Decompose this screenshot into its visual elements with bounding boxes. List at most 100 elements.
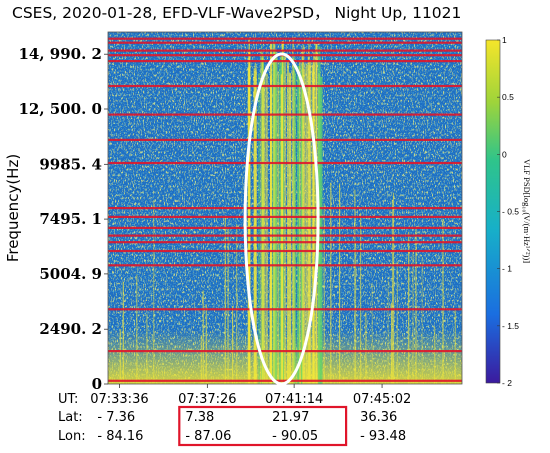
emission-streak — [434, 326, 436, 384]
lat-row-label: Lat: — [58, 410, 83, 425]
emission-streak — [262, 75, 265, 384]
emission-streak — [330, 183, 332, 384]
emission-streak — [408, 231, 410, 384]
emission-streak — [122, 281, 124, 384]
colorbar-tick-label: 0.5 — [502, 92, 514, 102]
lon-value: - 87.06 — [185, 429, 231, 444]
interference-line — [108, 379, 462, 382]
emission-streak — [292, 57, 296, 384]
emission-streak — [396, 261, 398, 384]
y-tick-label: 7495. 1 — [39, 210, 102, 228]
emission-streak — [227, 227, 229, 384]
interference-line — [108, 60, 462, 63]
interference-line — [108, 113, 462, 116]
emission-streak — [421, 257, 423, 384]
emission-streak — [253, 68, 256, 384]
lat-value: 36.36 — [360, 410, 397, 425]
y-tick-label: 14, 990. 2 — [18, 45, 102, 63]
emission-streak — [319, 76, 323, 384]
emission-streak — [307, 65, 311, 384]
emission-streak — [200, 335, 202, 384]
y-tick-label: 0 — [92, 375, 102, 393]
interference-line — [108, 234, 462, 237]
interference-line — [108, 350, 462, 353]
colorbar-ticks: 1 0.5 0 - 0.5 - 1 - 1.5 - 2 — [497, 35, 519, 388]
emission-streak — [254, 74, 256, 384]
colorbar-tick-label: - 2 — [502, 378, 512, 388]
emission-streak — [392, 192, 395, 384]
colorbar-tick-label: 1 — [502, 35, 507, 45]
emission-streak — [301, 56, 304, 384]
x-axis: 07:33:36 - 7.36 - 84.16 07:37:26 7.38 - 87.06… — [90, 384, 411, 444]
colorbar-label: VLF PSD[log₁₀(V/(m·Hz¹ᐟ²))] — [522, 159, 532, 263]
y-tick-label: 2490. 2 — [39, 320, 102, 338]
emission-streak — [248, 37, 250, 384]
y-axis-label: Frequency(Hz) — [4, 154, 22, 262]
emission-streak — [391, 199, 394, 384]
chart-title: CSES, 2020-01-28, EFD-VLF-Wave2PSD， Nigh… — [12, 4, 461, 22]
interference-line — [108, 308, 462, 311]
lon-value: - 93.48 — [360, 429, 406, 444]
y-tick-label: 5004. 9 — [39, 265, 102, 283]
emission-streak — [119, 329, 121, 384]
emission-streak — [277, 74, 279, 384]
lon-value: - 90.05 — [272, 429, 318, 444]
emission-streak — [387, 279, 389, 384]
colorbar-tick-label: - 0.5 — [502, 207, 519, 217]
emission-streak — [275, 65, 278, 384]
ut-tick-label: 07:45:02 — [353, 392, 411, 407]
emission-streak — [309, 61, 312, 384]
interference-line — [108, 37, 462, 40]
emission-streak — [282, 47, 284, 384]
lat-value: 7.38 — [185, 410, 214, 425]
emission-streak — [254, 62, 256, 384]
interference-line — [108, 138, 462, 141]
emission-streak — [305, 64, 308, 384]
y-tick-label: 12, 500. 0 — [18, 100, 102, 118]
emission-streak — [297, 65, 300, 384]
emission-streak — [303, 68, 306, 384]
emission-streak — [442, 218, 444, 384]
interference-line — [108, 161, 462, 165]
emission-streak — [205, 304, 207, 384]
emission-streak — [391, 302, 393, 384]
spectrogram-plot — [108, 32, 462, 384]
emission-streak — [284, 54, 286, 384]
emission-streak — [232, 305, 234, 384]
interference-lines — [108, 37, 462, 382]
highlight-box — [178, 405, 348, 447]
y-axis: 0 2490. 2 5004. 9 7495. 1 9985. 4 12, 500. 0 1… — [18, 45, 108, 393]
emission-streak — [269, 271, 271, 384]
emission-streak — [315, 44, 318, 384]
emission-streak — [354, 189, 356, 384]
emission-streak — [293, 193, 295, 384]
annotation-ellipse — [243, 52, 320, 386]
emission-streak — [262, 53, 264, 384]
colorbar-tick-label: - 1.5 — [502, 321, 519, 331]
ut-tick-label: 07:33:36 — [90, 392, 148, 407]
colorbar-tick-label: 0 — [502, 149, 507, 159]
emission-streak — [323, 203, 325, 384]
interference-line — [108, 207, 462, 210]
emission-streak — [270, 43, 273, 384]
emission-streak — [339, 183, 341, 384]
emission-streak — [280, 74, 283, 384]
emission-streak — [365, 312, 367, 384]
interference-line — [108, 249, 462, 253]
emission-streak — [146, 313, 148, 384]
emission-streak — [355, 243, 357, 384]
colorbar-tick-label: - 1 — [502, 264, 512, 274]
interference-line — [108, 241, 462, 244]
ut-row-label: UT: — [58, 392, 78, 407]
emission-streak — [236, 224, 238, 384]
emission-streak — [272, 43, 274, 384]
lat-value: 21.97 — [272, 410, 309, 425]
emission-streak — [412, 249, 414, 384]
interference-line — [108, 41, 462, 44]
interference-line — [108, 264, 462, 267]
emission-streak — [273, 42, 276, 384]
emission-streak — [371, 282, 373, 384]
emission-streak — [287, 203, 289, 384]
lon-row-label: Lon: — [58, 429, 86, 444]
